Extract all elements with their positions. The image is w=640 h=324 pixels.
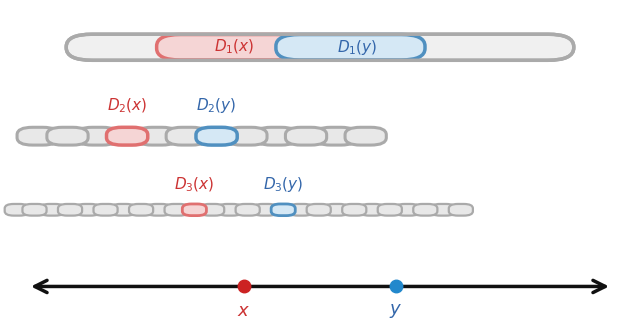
FancyBboxPatch shape xyxy=(166,127,207,145)
FancyBboxPatch shape xyxy=(253,204,278,215)
FancyBboxPatch shape xyxy=(93,204,118,215)
Text: $D_3(x)$: $D_3(x)$ xyxy=(174,175,214,194)
FancyBboxPatch shape xyxy=(147,204,171,215)
FancyBboxPatch shape xyxy=(255,127,297,145)
FancyBboxPatch shape xyxy=(77,127,118,145)
FancyBboxPatch shape xyxy=(360,204,384,215)
Text: $D_2(x)$: $D_2(x)$ xyxy=(107,97,147,115)
Text: $x$: $x$ xyxy=(237,302,250,320)
FancyBboxPatch shape xyxy=(4,204,29,215)
FancyBboxPatch shape xyxy=(22,204,47,215)
FancyBboxPatch shape xyxy=(129,204,153,215)
Text: $y$: $y$ xyxy=(390,302,403,320)
FancyBboxPatch shape xyxy=(47,127,88,145)
FancyBboxPatch shape xyxy=(271,204,295,215)
FancyBboxPatch shape xyxy=(378,204,402,215)
Text: $D_1(x)$: $D_1(x)$ xyxy=(214,38,255,56)
FancyBboxPatch shape xyxy=(136,127,177,145)
FancyBboxPatch shape xyxy=(289,204,313,215)
Text: $D_2(y)$: $D_2(y)$ xyxy=(196,96,237,115)
Text: $D_1(y)$: $D_1(y)$ xyxy=(337,38,377,57)
FancyBboxPatch shape xyxy=(17,127,58,145)
FancyBboxPatch shape xyxy=(226,127,267,145)
FancyBboxPatch shape xyxy=(76,204,100,215)
FancyBboxPatch shape xyxy=(164,204,189,215)
FancyBboxPatch shape xyxy=(307,204,331,215)
FancyBboxPatch shape xyxy=(276,35,425,60)
FancyBboxPatch shape xyxy=(345,127,387,145)
FancyBboxPatch shape xyxy=(431,204,455,215)
FancyBboxPatch shape xyxy=(66,34,574,60)
FancyBboxPatch shape xyxy=(58,204,82,215)
FancyBboxPatch shape xyxy=(106,127,148,145)
FancyBboxPatch shape xyxy=(218,204,242,215)
FancyBboxPatch shape xyxy=(157,35,312,60)
FancyBboxPatch shape xyxy=(449,204,473,215)
FancyBboxPatch shape xyxy=(196,127,237,145)
FancyBboxPatch shape xyxy=(111,204,136,215)
FancyBboxPatch shape xyxy=(236,204,260,215)
FancyBboxPatch shape xyxy=(396,204,420,215)
FancyBboxPatch shape xyxy=(182,204,207,215)
Text: $D_3(y)$: $D_3(y)$ xyxy=(263,175,303,194)
FancyBboxPatch shape xyxy=(413,204,437,215)
FancyBboxPatch shape xyxy=(342,204,366,215)
FancyBboxPatch shape xyxy=(316,127,356,145)
FancyBboxPatch shape xyxy=(285,127,326,145)
FancyBboxPatch shape xyxy=(40,204,64,215)
FancyBboxPatch shape xyxy=(200,204,224,215)
FancyBboxPatch shape xyxy=(324,204,349,215)
